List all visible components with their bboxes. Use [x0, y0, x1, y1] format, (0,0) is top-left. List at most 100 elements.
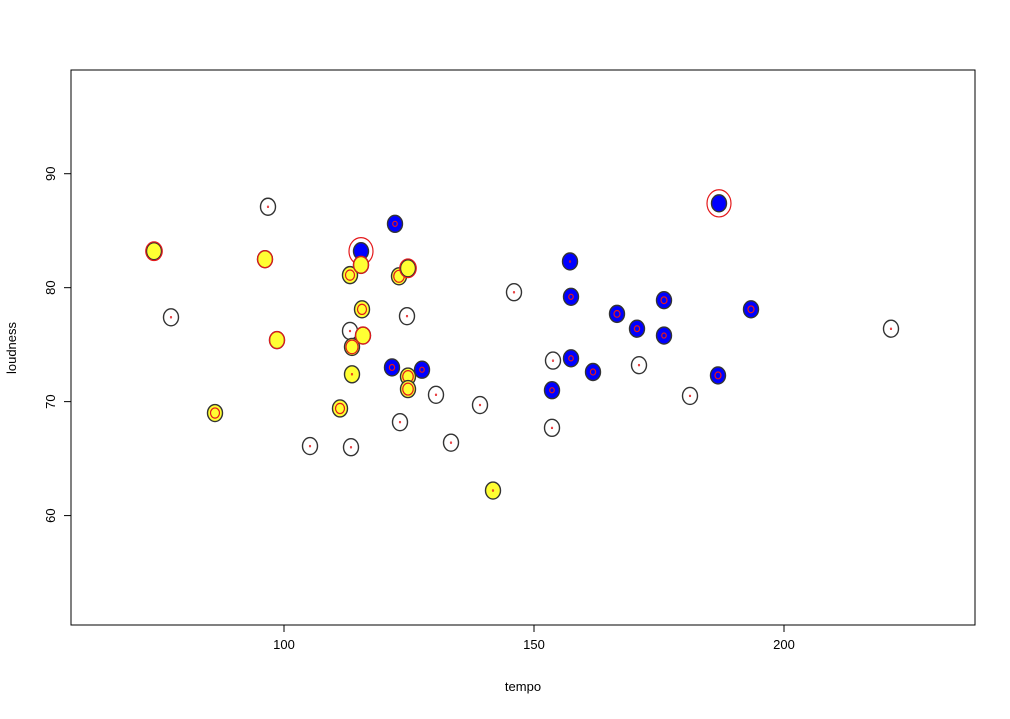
point-marker	[655, 326, 673, 345]
data-point	[399, 258, 417, 279]
data-point	[562, 287, 580, 306]
data-point	[353, 300, 371, 319]
point-marker	[301, 436, 319, 456]
data-point	[681, 386, 699, 406]
y-tick-label: 90	[43, 166, 58, 180]
point-size-ring	[589, 368, 597, 376]
point-size-ring	[256, 250, 274, 269]
plot-frame	[70, 69, 976, 626]
x-axis: 100 150 200	[273, 624, 795, 652]
point-size-ring	[478, 403, 482, 407]
point-marker	[343, 365, 361, 384]
point-size-ring	[334, 402, 346, 415]
point-size-ring	[550, 426, 554, 430]
data-point	[584, 362, 602, 382]
data-point	[706, 189, 732, 218]
point-size-ring	[350, 373, 354, 376]
point-marker	[145, 242, 163, 261]
point-size-ring	[398, 420, 402, 424]
data-point	[343, 365, 361, 384]
data-point	[543, 381, 561, 400]
point-size-ring	[348, 329, 352, 333]
point-size-ring	[491, 489, 495, 492]
point-size-ring	[613, 309, 621, 318]
data-point	[206, 403, 224, 423]
point-size-ring	[637, 363, 641, 367]
point-size-ring	[568, 293, 574, 300]
point-marker	[562, 287, 580, 306]
x-tick-label: 150	[523, 637, 545, 652]
data-point	[386, 214, 404, 234]
y-axis: 60 70 80 90	[43, 166, 72, 523]
point-marker	[471, 395, 489, 415]
data-point	[882, 319, 900, 338]
point-size-ring	[419, 366, 425, 373]
point-size-ring	[714, 371, 722, 380]
data-point	[342, 438, 360, 457]
points-layer	[145, 189, 900, 500]
data-point	[343, 337, 361, 357]
point-marker	[742, 300, 760, 319]
data-point	[628, 319, 646, 338]
point-marker	[427, 385, 445, 404]
point-marker	[383, 358, 401, 377]
data-point	[399, 379, 417, 399]
y-tick-label: 80	[43, 280, 58, 294]
data-point	[383, 358, 401, 377]
point-marker	[709, 366, 727, 385]
point-size-ring	[145, 241, 163, 262]
point-size-ring	[405, 314, 409, 318]
y-tick-label: 70	[43, 394, 58, 408]
point-marker	[630, 355, 648, 375]
point-marker	[543, 381, 561, 400]
point-marker	[562, 349, 580, 368]
point-size-ring	[688, 394, 692, 398]
data-point	[544, 351, 562, 370]
data-point	[413, 360, 431, 379]
point-size-ring	[388, 363, 396, 372]
data-point	[608, 304, 626, 324]
point-size-ring	[568, 355, 574, 362]
point-marker	[442, 433, 460, 452]
point-marker	[413, 360, 431, 379]
data-point	[162, 308, 180, 327]
data-point	[301, 436, 319, 456]
point-size-ring	[354, 326, 372, 345]
point-size-ring	[356, 303, 368, 316]
point-size-ring	[660, 296, 668, 305]
point-marker	[162, 308, 180, 327]
point-size-ring	[399, 258, 417, 279]
data-point	[399, 367, 417, 386]
point-size-ring	[512, 290, 516, 294]
point-size-ring	[402, 382, 414, 396]
y-tick-label: 60	[43, 508, 58, 522]
data-point	[398, 306, 416, 326]
point-marker	[399, 259, 417, 278]
point-size-ring	[551, 359, 555, 362]
point-size-ring	[568, 260, 572, 263]
data-point	[259, 197, 277, 216]
data-point	[427, 385, 445, 404]
x-axis-label: tempo	[505, 679, 541, 694]
data-point	[562, 349, 580, 368]
data-point	[256, 249, 274, 269]
data-point	[442, 433, 460, 452]
point-size-ring	[345, 339, 359, 355]
data-point	[709, 366, 727, 385]
data-point	[145, 241, 163, 262]
point-marker	[353, 300, 371, 319]
point-size-ring	[449, 441, 453, 444]
data-point	[352, 255, 370, 275]
point-marker	[391, 412, 409, 432]
data-point	[484, 481, 502, 500]
point-marker	[342, 438, 360, 457]
data-point	[354, 326, 372, 345]
data-point	[268, 330, 286, 350]
point-size-ring	[889, 327, 893, 330]
y-axis-label: loudness	[4, 321, 19, 374]
point-marker	[628, 319, 646, 338]
point-marker	[608, 304, 626, 324]
point-size-ring	[747, 305, 755, 314]
data-point	[331, 399, 349, 418]
